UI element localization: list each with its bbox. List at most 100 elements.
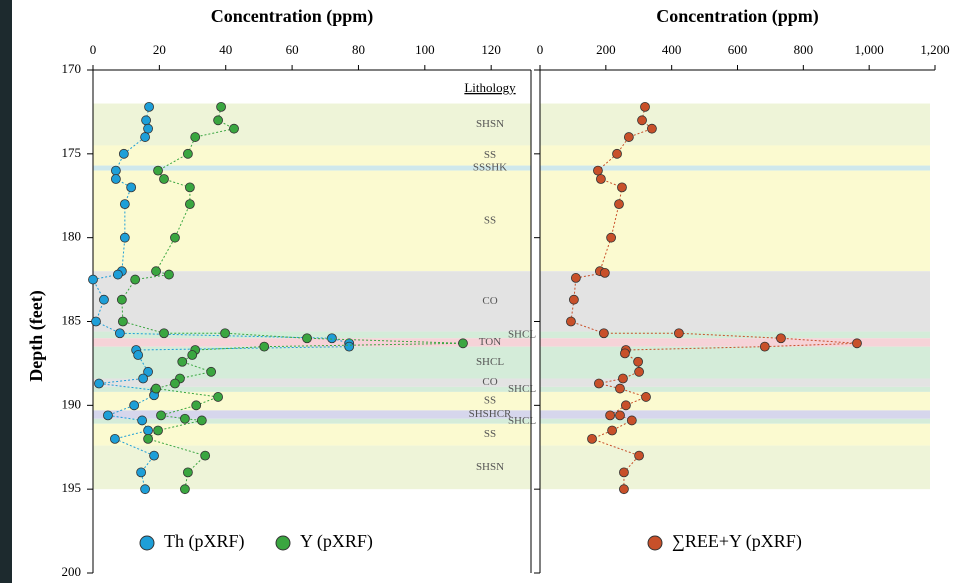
- x-tick-label: 0: [90, 42, 97, 57]
- lithology-band: [93, 445, 531, 490]
- data-point: [615, 383, 625, 394]
- data-point: [117, 316, 128, 327]
- x-tick-label: 80: [352, 42, 365, 57]
- y-tick-label: 200: [62, 564, 82, 579]
- data-point: [607, 425, 617, 436]
- data-point: [133, 350, 144, 360]
- data-point: [136, 467, 147, 478]
- data-point: [640, 101, 650, 112]
- x-tick-label: 0: [537, 42, 544, 57]
- legend-marker: [275, 535, 291, 551]
- data-point: [170, 232, 180, 243]
- data-point: [151, 266, 161, 277]
- data-point: [140, 484, 150, 495]
- lithology-band: [93, 423, 531, 446]
- y-tick-label: 195: [62, 480, 82, 495]
- x-tick-label: 200: [596, 42, 616, 57]
- lithology-band: [540, 271, 930, 332]
- x-tick-label: 100: [415, 42, 435, 57]
- lithology-label: TON: [479, 336, 501, 348]
- data-point: [598, 328, 609, 339]
- data-point: [126, 182, 137, 193]
- data-point: [116, 294, 127, 305]
- lithology-band: [93, 378, 531, 387]
- data-point: [159, 328, 169, 339]
- x-axis-title: Concentration (ppm): [211, 6, 374, 27]
- lithology-label: SHSN: [476, 118, 504, 130]
- data-point: [216, 101, 226, 112]
- data-point: [619, 467, 629, 478]
- data-point: [151, 383, 161, 394]
- lithology-label: SHSN: [476, 461, 504, 473]
- data-point: [170, 378, 180, 389]
- lithology-band: [93, 346, 531, 379]
- data-point: [570, 273, 581, 283]
- data-point: [852, 338, 862, 349]
- x-tick-label: 20: [153, 42, 166, 57]
- x-tick-label: 800: [794, 42, 814, 57]
- data-point: [213, 115, 223, 126]
- data-point: [153, 165, 163, 176]
- data-point: [114, 328, 125, 339]
- data-point: [118, 148, 129, 159]
- lithology-band: [93, 331, 531, 339]
- data-point: [637, 115, 647, 126]
- lithology-band: [540, 386, 930, 392]
- data-point: [184, 199, 195, 210]
- data-point: [626, 415, 637, 426]
- data-point: [606, 232, 616, 243]
- data-point: [191, 400, 202, 411]
- lithology-label: SHSHCR: [469, 408, 512, 420]
- data-point: [159, 174, 169, 184]
- data-point: [187, 350, 198, 360]
- x-tick-label: 1,200: [920, 42, 949, 57]
- y-tick-label: 180: [62, 229, 82, 244]
- legend-marker: [139, 535, 155, 551]
- lithology-band: [540, 103, 930, 146]
- data-point: [634, 450, 644, 461]
- x-tick-label: 60: [286, 42, 299, 57]
- lithology-label: SS: [484, 214, 496, 226]
- data-point: [619, 484, 629, 495]
- lithology-band: [93, 103, 531, 146]
- data-point: [614, 199, 624, 210]
- data-point: [641, 392, 651, 402]
- data-point: [200, 450, 211, 461]
- data-point: [776, 333, 786, 344]
- data-point: [229, 123, 239, 134]
- data-point: [344, 341, 355, 352]
- data-point: [206, 366, 217, 377]
- legend-label: ∑REE+Y (pXRF): [672, 531, 802, 552]
- data-point: [674, 328, 684, 339]
- lithology-band: [540, 378, 930, 387]
- data-point: [140, 132, 150, 142]
- y-tick-label: 170: [62, 61, 82, 76]
- lithology-band: [93, 386, 531, 392]
- data-point: [88, 274, 98, 285]
- data-point: [220, 328, 230, 339]
- legend-label: Th (pXRF): [164, 531, 245, 552]
- data-point: [594, 378, 604, 389]
- data-point: [110, 433, 120, 444]
- data-point: [184, 182, 195, 193]
- y-tick-label: 185: [62, 312, 82, 327]
- data-point: [623, 132, 634, 142]
- data-point: [119, 232, 130, 243]
- lithology-band: [93, 145, 531, 166]
- data-point: [143, 123, 153, 134]
- data-point: [180, 413, 190, 424]
- data-point: [182, 467, 193, 478]
- x-tick-label: 1,000: [855, 42, 884, 57]
- data-point: [566, 316, 576, 327]
- data-point: [99, 294, 109, 305]
- lithology-band: [540, 338, 930, 347]
- data-point: [633, 356, 643, 367]
- data-point: [156, 410, 166, 421]
- lithology-band: [540, 391, 930, 411]
- data-point: [620, 348, 630, 359]
- lithology-band: [93, 418, 531, 424]
- data-point: [634, 366, 644, 377]
- data-point: [302, 333, 312, 344]
- lithology-band: [93, 338, 531, 347]
